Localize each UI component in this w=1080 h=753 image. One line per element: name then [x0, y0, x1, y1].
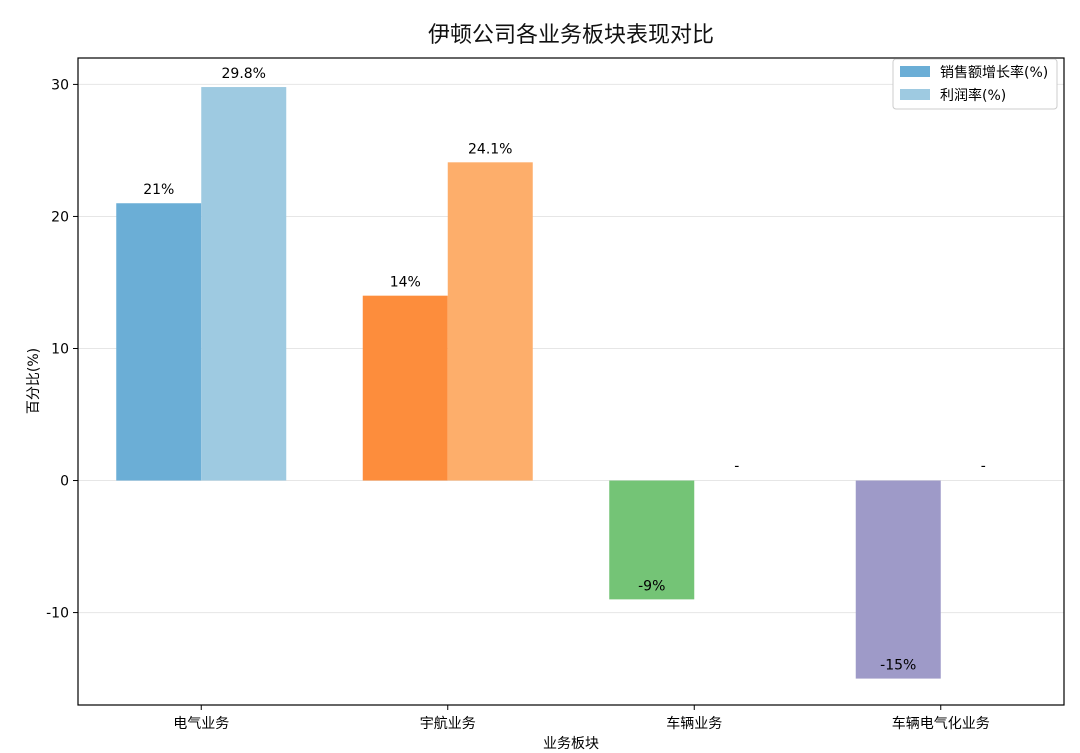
legend-swatch-profit-margin: [900, 89, 930, 100]
bar-labels: 21% 29.8% 14% 24.1% -9% - -15% -: [143, 66, 986, 674]
legend: 销售额增长率(%) 利润率(%): [892, 58, 1058, 110]
bar-value-label: -15%: [880, 658, 916, 674]
x-axis-label: 业务板块: [543, 736, 599, 752]
legend-box: [892, 58, 1058, 110]
legend-label-profit-margin: 利润率(%): [940, 87, 1006, 104]
bar-profit-margin: [447, 162, 533, 481]
x-tick-label: 宇航业务: [420, 716, 476, 732]
x-ticks: 电气业务 宇航业务 车辆业务 车辆电气化业务: [173, 705, 990, 732]
bar-value-label: -: [981, 459, 986, 475]
bar-value-label: -: [734, 459, 739, 475]
bars: [116, 87, 941, 679]
y-axis-label: 百分比(%): [26, 348, 42, 414]
plot-frame: [77, 57, 1065, 706]
y-tick-label: 0: [60, 474, 69, 490]
bar-sales-growth: [116, 203, 202, 481]
y-ticks: -10 0 10 20 30: [46, 77, 78, 622]
bar-value-label: -9%: [638, 578, 665, 594]
y-tick-label: -10: [46, 606, 69, 622]
bar-sales-growth: [855, 480, 941, 679]
x-tick-label: 车辆业务: [666, 715, 722, 732]
bar-value-label: 29.8%: [222, 66, 266, 82]
bar-sales-growth: [362, 295, 448, 481]
chart-title: 伊顿公司各业务板块表现对比: [428, 23, 714, 48]
x-tick-label: 车辆电气化业务: [892, 715, 990, 732]
bar-sales-growth: [609, 480, 695, 600]
bar-value-label: 14%: [390, 275, 421, 291]
legend-label-sales-growth: 销售额增长率(%): [940, 64, 1048, 81]
bar-value-label: 21%: [143, 182, 174, 198]
y-tick-label: 10: [51, 341, 69, 357]
bar-profit-margin: [201, 87, 287, 481]
y-tick-label: 20: [51, 209, 69, 225]
y-tick-label: 30: [51, 77, 69, 93]
x-tick-label: 电气业务: [173, 716, 229, 732]
bar-value-label: 24.1%: [468, 141, 512, 157]
legend-swatch-sales-growth: [900, 66, 930, 77]
